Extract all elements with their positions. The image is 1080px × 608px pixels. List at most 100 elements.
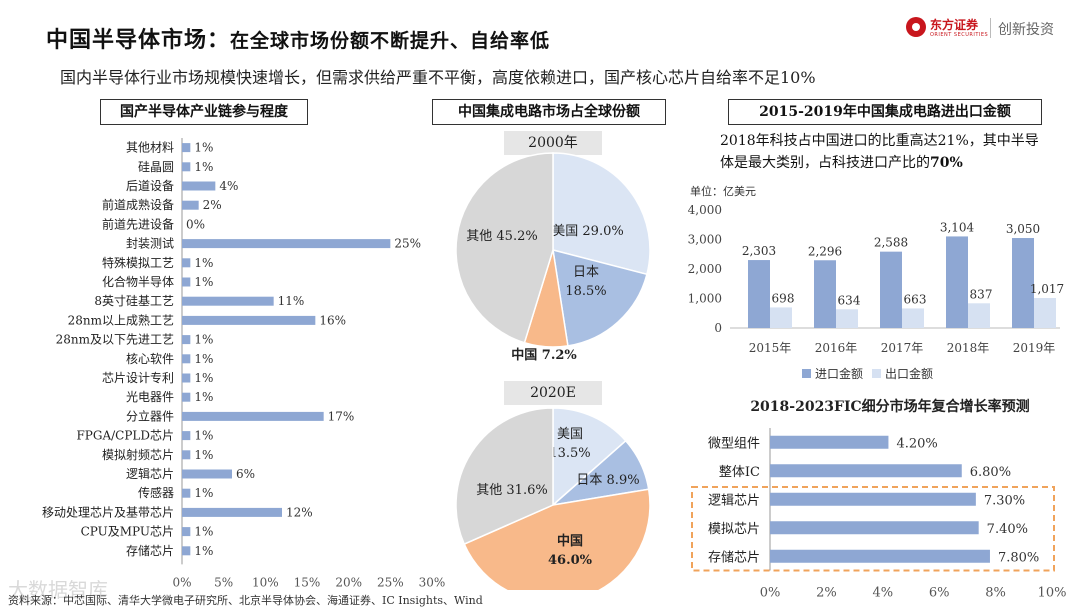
chart1-bar: [182, 296, 274, 306]
pie-slice-2000: [552, 248, 648, 347]
chart4-x-tick-label: 2%: [816, 586, 837, 599]
chart1-bar: [182, 239, 391, 249]
pie-slice-label: 美国: [557, 427, 583, 442]
chart1-bar: [182, 392, 191, 402]
chart3-export-value: 698: [772, 291, 795, 305]
page-title-sub: 在全球市场份额不断提升、自给率低: [230, 30, 551, 52]
chart1-bar: [182, 143, 191, 153]
chart1-value-label: 4%: [219, 179, 238, 193]
chart1-category-label: 移动处理芯片及基带芯片: [42, 505, 174, 519]
chart4-x-tick-label: 4%: [872, 586, 893, 599]
company-logo: 东方证券 ORIENT SECURITIES 创新投资: [906, 14, 1066, 44]
chart1-category-label: 封装测试: [126, 236, 174, 251]
chart1-category-label: 其他材料: [126, 141, 174, 155]
chart1-participation-bars: 其他材料 1% 硅晶圆 1% 后道设备 4% 前道成熟设备 2% 前道先进设备 0% 封装测试 25%…: [42, 138, 445, 589]
pie-slice-label: 日本: [573, 265, 599, 280]
chart1-value-label: 1%: [194, 256, 213, 270]
chart4-cagr-bars: 微型组件 4.20% 整体IC 6.80% 逻辑芯片 7.30% 模拟芯片 7.40% 存储芯片…: [691, 428, 1067, 599]
chart3-y-tick-label: 2,000: [688, 262, 722, 276]
chart1-x-tick-label: 20%: [335, 575, 362, 589]
source-note: 资料来源：中芯国际、清华大学微电子研究所、北京半导体协会、海通证券、IC Ins…: [8, 594, 483, 607]
chart1-value-label: 1%: [194, 544, 213, 558]
logo-name: 东方证券: [930, 18, 979, 32]
chart1-bar: [182, 200, 199, 210]
logo-slogan: 创新投资: [998, 22, 1054, 38]
chart1-category-label: CPU及MPU芯片: [81, 525, 174, 539]
chart1-category-label: 前道先进设备: [102, 216, 174, 231]
chart3-category-label: 2015年: [749, 341, 792, 355]
chart1-x-tick-label: 25%: [377, 575, 404, 589]
chart1-category-label: 28nm以上成熟工艺: [68, 312, 174, 327]
chart3-title: 2015-2019年中国集成电路进出口金额: [728, 99, 1042, 125]
chart1-category-label: FPGA/CPLD芯片: [76, 429, 174, 443]
chart1-value-label: 1%: [194, 525, 213, 539]
chart4-x-tick-label: 10%: [1038, 586, 1067, 599]
watermark: 大数据智库: [8, 578, 108, 602]
chart1-value-label: 1%: [194, 160, 213, 174]
chart1-value-label: 2%: [203, 198, 222, 212]
chart1-bar: [182, 488, 191, 498]
chart1-title: 国产半导体产业链参与程度: [100, 99, 308, 125]
chart1-bar: [182, 431, 191, 441]
chart1-value-label: 17%: [328, 409, 355, 423]
chart4-value-label: 7.30%: [984, 493, 1025, 508]
chart1-bar: [182, 181, 216, 191]
chart1-category-label: 逻辑芯片: [126, 467, 174, 481]
chart4-category-label: 整体IC: [719, 465, 760, 480]
pie-slice-label: 中国 7.2%: [511, 347, 577, 363]
pie-slice-label: 其他 31.6%: [476, 483, 547, 498]
pie-slice-2020: [552, 407, 627, 507]
pie-slice-label: 其他 45.2%: [466, 229, 537, 244]
chart1-category-label: 核心软件: [126, 352, 174, 366]
chart1-value-label: 1%: [194, 390, 213, 404]
chart1-value-label: 1%: [194, 429, 213, 443]
chart3-import-bar: [814, 260, 836, 328]
pie-slice-value: 18.5%: [565, 284, 606, 299]
chart3-import-bar: [1012, 238, 1034, 328]
chart3-export-value: 1,017: [1030, 282, 1064, 296]
pie-slice-label: 中国: [557, 533, 583, 549]
chart4-bar: [770, 521, 979, 535]
chart1-category-label: 化合物半导体: [102, 274, 174, 289]
chart3-y-tick-label: 3,000: [688, 233, 722, 247]
chart3-import-bar: [880, 251, 902, 328]
pie-slice-2020: [463, 488, 651, 590]
chart4-bar: [770, 435, 889, 449]
chart1-x-tick-label: 0%: [172, 575, 191, 589]
chart1-value-label: 11%: [278, 294, 305, 308]
chart1-category-label: 分立器件: [126, 408, 174, 423]
chart2-share-pies: 美国 29.0% 日本 18.5% 中国 7.2% 其他 45.2% 美国 13.5% 日本 …: [455, 152, 651, 590]
chart3-category-label: 2018年: [947, 341, 990, 355]
pie-2020-label: 2020E: [504, 381, 602, 405]
chart3-import-value: 3,104: [940, 220, 975, 234]
chart3-unit: 单位：亿美元: [690, 185, 756, 198]
chart1-bar: [182, 450, 191, 460]
chart1-value-label: 1%: [194, 141, 213, 155]
chart3-y-tick-label: 1,000: [688, 292, 722, 306]
chart3-export-value: 663: [904, 292, 927, 306]
chart3-export-bar: [1034, 297, 1056, 328]
chart3-import-value: 2,303: [742, 244, 776, 258]
logo-name-en: ORIENT SECURITIES: [930, 32, 989, 38]
chart1-bar: [182, 469, 232, 479]
chart1-value-label: 6%: [236, 467, 255, 481]
pie-slice-value: 13.5%: [549, 446, 590, 461]
chart4-x-tick-label: 0%: [760, 586, 781, 599]
pie-slice-2000: [552, 152, 651, 276]
chart2-title: 中国集成电路市场占全球份额: [432, 99, 666, 125]
chart4-category-label: 模拟芯片: [708, 522, 760, 537]
logo-mark-icon: [906, 17, 926, 37]
chart1-value-label: 16%: [319, 313, 346, 327]
chart3-import-value: 2,296: [808, 244, 842, 258]
chart4-x-tick-label: 6%: [929, 586, 950, 599]
chart4-value-label: 7.40%: [987, 522, 1028, 537]
page-title-main: 中国半导体市场：: [46, 27, 231, 53]
pie-slice-2020: [455, 407, 554, 546]
chart1-bar: [182, 507, 282, 517]
chart3-legend-import: 进口金额: [815, 366, 863, 381]
chart1-bar: [182, 411, 324, 421]
chart1-bar: [182, 354, 191, 364]
chart3-export-value: 837: [970, 287, 993, 301]
chart3-category-label: 2016年: [815, 341, 858, 355]
chart3-note: 2018年科技占中国进口的比重高达21%，其中半导体是最大类别，占科技进口产比的…: [720, 130, 1050, 174]
